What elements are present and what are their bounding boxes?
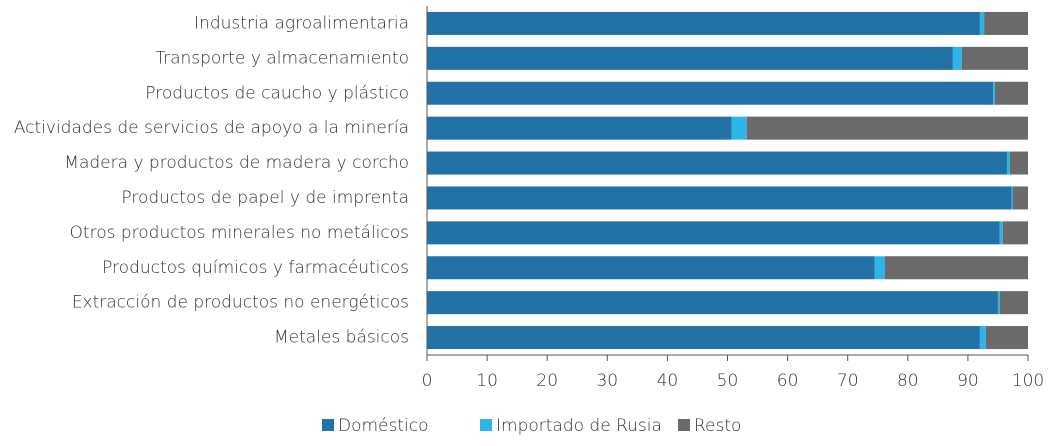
bar-segment: [997, 291, 1000, 315]
bar-segment: [1009, 151, 1028, 175]
x-tick-label: 50: [717, 371, 739, 391]
bar-segment: [994, 81, 1028, 105]
x-tick-label: 70: [837, 371, 859, 391]
bar-segment: [1002, 221, 1028, 245]
y-tick-label: Productos de papel y de imprenta: [121, 188, 409, 208]
x-tick-label: 10: [476, 371, 498, 391]
bar-segment: [427, 326, 980, 350]
x-tick-label: 90: [957, 371, 979, 391]
bar-segment: [1011, 186, 1013, 210]
x-tick-label: 20: [536, 371, 558, 391]
legend-label: Resto: [694, 416, 741, 436]
bar-segment: [427, 46, 953, 70]
bar-segment: [985, 326, 1028, 350]
y-tick-label: Extracción de productos no energéticos: [72, 293, 409, 313]
x-tick-label: 80: [897, 371, 919, 391]
bar-segment: [427, 151, 1007, 175]
bar-segment: [999, 291, 1028, 315]
x-tick-label: 60: [777, 371, 799, 391]
bar-segment: [984, 11, 1028, 35]
bar-segment: [961, 46, 1028, 70]
bar-segment: [427, 256, 875, 280]
bar-segment: [874, 256, 885, 280]
bar-segment: [884, 256, 1028, 280]
bar-segment: [979, 11, 985, 35]
bar-segment: [427, 11, 980, 35]
x-tick-label: 0: [422, 371, 433, 391]
bar-segment: [979, 326, 986, 350]
y-tick-label: Productos de caucho y plástico: [145, 83, 409, 103]
legend-swatch: [322, 419, 334, 431]
bar-segment: [427, 81, 994, 105]
bar-segment: [427, 186, 1012, 210]
y-tick-label: Transporte y almacenamiento: [155, 48, 409, 68]
y-tick-label: Productos químicos y farmacéuticos: [102, 258, 409, 278]
y-tick-label: Madera y productos de madera y corcho: [64, 153, 409, 173]
x-tick-label: 100: [1012, 371, 1044, 391]
bar-segment: [427, 291, 998, 315]
bar-segment: [999, 221, 1003, 245]
bar-segment: [1012, 186, 1028, 210]
y-tick-label: Metales básicos: [274, 328, 409, 348]
bar-segment: [1006, 151, 1010, 175]
legend-label: Doméstico: [338, 416, 429, 436]
bar-segment: [427, 221, 1000, 245]
bar-segment: [746, 116, 1028, 140]
x-tick-label: 30: [596, 371, 618, 391]
y-tick-label: Industria agroalimentaria: [194, 13, 409, 33]
bar-segment: [731, 116, 747, 140]
bar-segment: [427, 116, 732, 140]
legend-swatch: [480, 419, 492, 431]
legend-swatch: [678, 419, 690, 431]
y-tick-label: Otros productos minerales no metálicos: [70, 223, 409, 243]
legend-label: Importado de Rusia: [496, 416, 662, 436]
bar-segment: [952, 46, 962, 70]
x-tick-label: 40: [657, 371, 679, 391]
bar-segment: [993, 81, 995, 105]
y-tick-label: Actividades de servicios de apoyo a la m…: [14, 118, 409, 138]
